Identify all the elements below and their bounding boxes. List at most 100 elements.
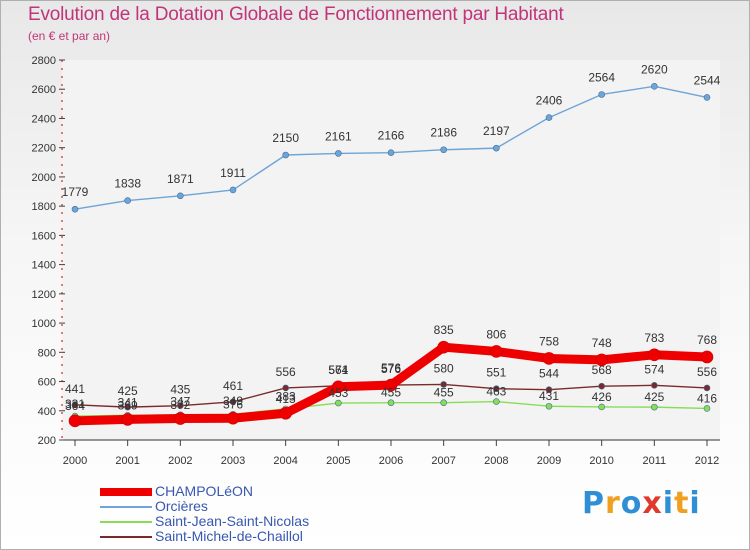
data-label: 768 bbox=[697, 333, 717, 347]
y-tick-label: 400 bbox=[38, 406, 56, 418]
data-point bbox=[440, 381, 447, 388]
legend-swatch bbox=[100, 506, 152, 508]
data-point bbox=[493, 398, 500, 405]
data-point bbox=[282, 151, 289, 159]
data-label: 347 bbox=[170, 395, 190, 409]
x-tick-label: 2007 bbox=[431, 455, 455, 467]
data-point bbox=[71, 401, 79, 409]
data-point bbox=[545, 386, 553, 394]
data-point bbox=[493, 144, 500, 152]
data-label: 413 bbox=[276, 392, 296, 406]
data-label: 431 bbox=[539, 389, 559, 403]
y-tick-label: 800 bbox=[38, 347, 56, 359]
data-label: 571 bbox=[328, 363, 348, 377]
data-point bbox=[703, 94, 711, 101]
data-point bbox=[124, 197, 131, 204]
data-label: 544 bbox=[539, 367, 559, 381]
data-label: 2564 bbox=[588, 70, 615, 84]
data-point bbox=[493, 385, 500, 393]
x-tick-label: 2011 bbox=[643, 455, 667, 467]
data-label: 349 bbox=[223, 394, 243, 408]
data-label: 425 bbox=[118, 384, 138, 398]
data-label: 461 bbox=[223, 379, 243, 393]
x-tick-label: 2002 bbox=[168, 455, 192, 467]
y-tick-label: 2800 bbox=[32, 55, 56, 67]
data-point bbox=[437, 340, 450, 354]
data-label: 748 bbox=[592, 336, 612, 350]
data-label: 564 bbox=[328, 363, 348, 377]
data-label: 1871 bbox=[167, 172, 194, 186]
data-point bbox=[279, 406, 292, 420]
data-label: 455 bbox=[381, 386, 401, 400]
data-point bbox=[226, 411, 240, 425]
legend-swatch bbox=[100, 536, 152, 538]
data-label: 426 bbox=[592, 390, 612, 404]
data-label: 463 bbox=[486, 385, 506, 399]
data-label: 806 bbox=[486, 327, 506, 341]
data-point bbox=[335, 399, 342, 407]
x-tick-label: 2000 bbox=[63, 455, 87, 467]
data-label: 556 bbox=[276, 365, 296, 379]
data-label: 2620 bbox=[641, 62, 668, 76]
plot-area bbox=[62, 60, 720, 440]
data-label: 576 bbox=[381, 362, 401, 376]
data-point bbox=[598, 91, 605, 98]
legend-label: Orcières bbox=[155, 498, 208, 514]
logo-letter: i bbox=[662, 486, 675, 521]
y-tick-label: 1000 bbox=[32, 318, 56, 330]
data-point bbox=[332, 380, 345, 394]
data-point bbox=[440, 399, 447, 407]
data-label: 1779 bbox=[62, 185, 89, 199]
data-point bbox=[387, 149, 395, 156]
y-tick-label: 2600 bbox=[32, 84, 56, 96]
x-tick-label: 2009 bbox=[537, 455, 561, 467]
data-label: 455 bbox=[434, 386, 454, 400]
data-point bbox=[282, 384, 289, 392]
legend-swatch bbox=[100, 521, 152, 523]
data-point bbox=[545, 402, 553, 410]
data-label: 551 bbox=[486, 366, 506, 380]
data-label: 364 bbox=[65, 399, 85, 413]
data-label: 556 bbox=[697, 365, 717, 379]
data-point bbox=[177, 192, 184, 200]
logo-letter: P bbox=[582, 486, 605, 521]
x-tick-label: 2012 bbox=[695, 455, 719, 467]
logo-letter: t bbox=[674, 486, 690, 521]
x-tick-label: 2001 bbox=[115, 455, 139, 467]
data-label: 2186 bbox=[430, 126, 457, 140]
chart-subtitle: (en € et par an) bbox=[28, 29, 111, 43]
data-label: 2166 bbox=[378, 129, 405, 143]
data-label: 574 bbox=[644, 362, 664, 376]
data-point bbox=[651, 83, 658, 90]
y-tick-label: 1400 bbox=[32, 260, 56, 272]
data-label: 1911 bbox=[220, 166, 246, 180]
data-point bbox=[598, 382, 605, 390]
data-point bbox=[545, 114, 553, 121]
data-label: 2161 bbox=[325, 129, 352, 143]
x-tick-label: 2003 bbox=[221, 455, 245, 467]
chart-title: Evolution de la Dotation Globale de Fonc… bbox=[28, 4, 564, 25]
data-point bbox=[121, 413, 134, 426]
logo-letter: x bbox=[642, 486, 663, 521]
data-label: 568 bbox=[592, 363, 612, 377]
data-point bbox=[703, 384, 711, 392]
y-tick-label: 1200 bbox=[32, 289, 56, 301]
data-label: 369 bbox=[118, 398, 138, 412]
data-point bbox=[124, 403, 131, 411]
data-label: 425 bbox=[644, 390, 664, 404]
data-point bbox=[177, 402, 184, 409]
data-point bbox=[68, 414, 82, 428]
x-tick-label: 2004 bbox=[273, 455, 297, 467]
data-label: 453 bbox=[328, 386, 348, 400]
data-label: 576 bbox=[381, 361, 401, 375]
data-label: 435 bbox=[170, 383, 190, 397]
logo-letter: i bbox=[689, 486, 701, 521]
data-point bbox=[229, 398, 237, 406]
logo-letter: r bbox=[605, 486, 621, 521]
data-point bbox=[703, 405, 711, 412]
data-label: 580 bbox=[434, 361, 454, 375]
data-label: 2197 bbox=[483, 124, 510, 138]
data-point bbox=[595, 353, 608, 367]
y-tick-label: 2200 bbox=[32, 143, 56, 155]
